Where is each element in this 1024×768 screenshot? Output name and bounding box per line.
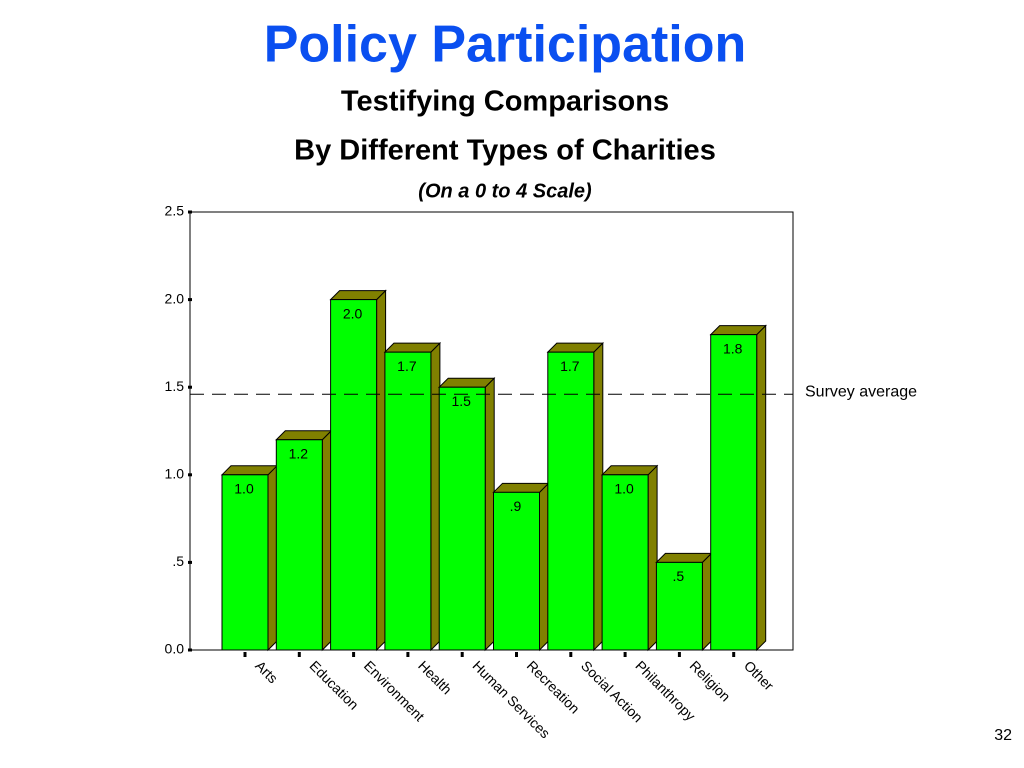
subtitle: Testifying Comparisons: [341, 86, 669, 118]
slide-title: Policy Participation: [264, 16, 747, 74]
y-tick-label: 1.5: [165, 378, 185, 394]
x-tick-label: Recreation: [524, 657, 583, 716]
bar-side: [539, 482, 549, 652]
bar-top: [275, 430, 333, 441]
bar: [655, 561, 703, 651]
bar-side: [756, 324, 767, 652]
data-label: 1.8: [723, 340, 743, 356]
data-label: 1.0: [614, 481, 634, 497]
x-tick-label: Religion: [687, 657, 734, 704]
data-label: 1.7: [560, 358, 580, 374]
bar: [275, 439, 323, 651]
bar: [493, 491, 540, 651]
bar-top: [383, 342, 442, 353]
data-label: .5: [673, 568, 685, 584]
bar-side: [321, 429, 332, 652]
bar-side: [593, 341, 604, 652]
bar: [438, 386, 486, 651]
x-tick-label: Other: [741, 657, 777, 693]
bar-top: [546, 342, 605, 353]
data-label: 2.0: [343, 305, 363, 321]
y-tick-label: .5: [172, 553, 184, 569]
bar-top: [655, 552, 713, 563]
bar: [330, 299, 378, 651]
y-tick-label: 2.0: [165, 290, 185, 306]
x-tick-label: Arts: [252, 657, 281, 686]
data-label: .9: [510, 498, 522, 514]
bar-top: [492, 482, 550, 493]
x-tick-label: Education: [307, 657, 362, 712]
bar-top: [220, 465, 279, 476]
bar: [547, 351, 595, 651]
bar-side: [484, 376, 495, 652]
subtitle: By Different Types of Charities: [294, 135, 716, 167]
bar-side: [430, 341, 441, 652]
bar-side: [376, 289, 387, 652]
reference-label: Survey average: [805, 383, 917, 400]
bar-side: [647, 464, 658, 652]
bar-top: [437, 377, 496, 388]
bar-side: [701, 552, 712, 652]
y-tick-label: 2.5: [165, 203, 185, 219]
y-tick-label: 0.0: [165, 641, 185, 657]
plot-frame: [189, 211, 794, 651]
bar-side: [267, 464, 278, 652]
slide-number: 32: [994, 727, 1012, 744]
data-label: 1.5: [451, 393, 471, 409]
y-tick-label: 1.0: [165, 466, 185, 482]
data-label: 1.2: [289, 445, 309, 461]
bar: [601, 474, 649, 651]
bar: [710, 334, 758, 651]
data-label: 1.7: [397, 358, 417, 374]
bar-top: [600, 465, 659, 476]
scale-note: (On a 0 to 4 Scale): [418, 180, 592, 202]
bar: [221, 474, 269, 651]
bar: [384, 351, 432, 651]
data-label: 1.0: [234, 481, 254, 497]
bar-top: [329, 290, 387, 301]
x-tick-label: Health: [415, 657, 455, 697]
bar-top: [709, 325, 767, 336]
